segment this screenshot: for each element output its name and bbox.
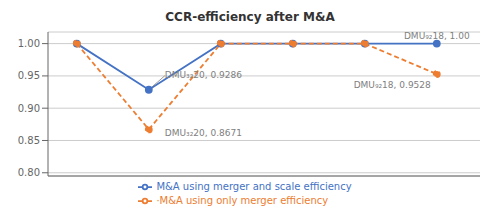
svg-text:0.95: 0.95 (18, 70, 40, 81)
svg-text:0.90: 0.90 (18, 103, 40, 114)
html-text:M&A using merger and scale eff: M&A using merger and scale efficiency (156, 181, 352, 192)
svg-text:1.00: 1.00 (18, 38, 40, 49)
svg-text:DMU₉₂18, 1.00: DMU₉₂18, 1.00 (404, 31, 470, 41)
svg-text:DMU₃₂20, 0.8671: DMU₃₂20, 0.8671 (165, 128, 242, 138)
svg-text:0.80: 0.80 (18, 167, 40, 178)
html-text:·M&A using only merger efficie: ·M&A using only merger efficiency (156, 195, 329, 206)
svg-text:DMU₉₂18, 0.9528: DMU₉₂18, 0.9528 (354, 80, 431, 90)
svg-text:DMU₃₂20, 0.9286: DMU₃₂20, 0.9286 (165, 70, 242, 80)
svg-text:0.85: 0.85 (18, 135, 40, 146)
html-text:CCR-efficiency after M&A: CCR-efficiency after M&A (165, 10, 335, 24)
